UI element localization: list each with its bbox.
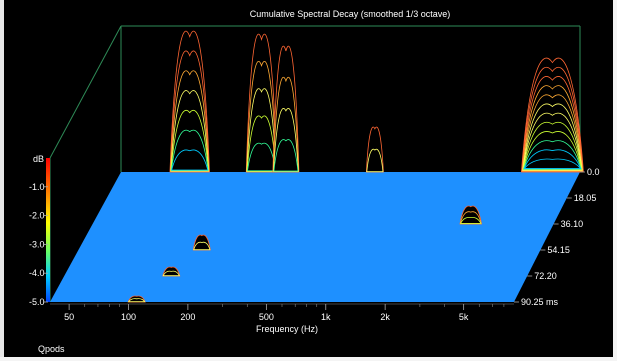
decay-contour (169, 50, 210, 173)
decay-contour (127, 298, 146, 303)
time-axis: 0.0 18.05 36.10 54.15 72.20 90.25 ms (514, 167, 600, 307)
time-tick-label: 72.20 (534, 271, 557, 281)
decay-peak (520, 57, 584, 173)
decay-peak (127, 295, 146, 303)
time-tick-label: 0.0 (587, 167, 600, 177)
db-tick-label: -4.0 (29, 268, 45, 278)
decay-contour (127, 295, 146, 303)
x-tick-label: 500 (259, 312, 274, 322)
frequency-axis: 50 100 200 500 1k 2k 5k (50, 303, 514, 322)
decay-contour (522, 131, 582, 170)
x-axis-label: Frequency (Hz) (256, 324, 318, 334)
decay-contour (521, 76, 584, 172)
db-tick-label: -3.0 (29, 239, 45, 249)
decay-contour (523, 140, 582, 170)
decay-contour (170, 70, 210, 172)
footer-label: Qpods (38, 344, 65, 354)
colorbar (46, 158, 50, 302)
db-axis-label: dB (33, 154, 44, 164)
db-tick-label: -5.0 (29, 297, 45, 307)
decay-contour (522, 94, 583, 172)
time-tick-label: 18.05 (574, 193, 597, 203)
decay-peak (192, 234, 211, 251)
peak-silhouette (272, 46, 299, 173)
decay-peaks (127, 30, 584, 303)
frame-border-left (0, 0, 4, 361)
decay-contour (272, 76, 300, 173)
decay-contour (460, 216, 482, 224)
decay-contour (366, 148, 384, 173)
decay-contour (520, 57, 584, 173)
decay-contour (162, 270, 181, 277)
decay-contour (521, 66, 584, 173)
x-tick-label: 2k (380, 312, 390, 322)
decay-contour (522, 103, 583, 171)
db-axis: dB -1.0 -2.0 -3.0 -4.0 -5.0 (29, 154, 48, 307)
db-tick-label: -1.0 (29, 182, 45, 192)
decay-contour (273, 108, 299, 172)
peak-silhouette (459, 206, 482, 224)
peak-silhouette (246, 34, 277, 173)
decay-contour (459, 205, 482, 225)
decay-contour (170, 129, 209, 171)
decay-contour (459, 211, 482, 225)
decay-contour (245, 33, 278, 173)
x-tick-label: 5k (459, 312, 469, 322)
decay-contour (246, 61, 277, 173)
chart-title: Cumulative Spectral Decay (smoothed 1/3 … (250, 9, 451, 19)
decay-peak (245, 33, 278, 173)
decay-contour (523, 149, 582, 170)
decay-contour (272, 45, 300, 173)
peak-silhouette (169, 31, 210, 172)
decay-peak (272, 45, 300, 173)
decay-contour (522, 122, 583, 171)
decay-contour (171, 149, 209, 171)
decay-contour (170, 110, 209, 172)
time-tick-label: 90.25 ms (521, 297, 559, 307)
decay-peak (169, 30, 210, 173)
x-tick-label: 100 (121, 312, 136, 322)
decay-contour (521, 85, 584, 172)
decay-contour (192, 234, 211, 251)
decay-peak (365, 126, 384, 173)
decay-contour (522, 112, 583, 171)
frame-border-bottom (0, 357, 617, 361)
x-tick-label: 50 (64, 312, 74, 322)
left-depth-edge (49, 25, 122, 159)
decay-contour (273, 139, 299, 172)
floor-plane (50, 172, 580, 302)
db-tick-label: -2.0 (29, 211, 45, 221)
decay-contour (193, 241, 211, 251)
decay-contour (246, 88, 277, 172)
decay-contour (365, 126, 384, 173)
frame-border-right (613, 0, 617, 361)
decay-contour (169, 30, 210, 173)
x-tick-label: 200 (180, 312, 195, 322)
decay-peak (162, 266, 181, 277)
decay-contour (523, 158, 582, 169)
decay-peak (459, 205, 482, 225)
time-tick-label: 54.15 (547, 245, 570, 255)
decay-contour (170, 90, 210, 172)
x-tick-label: 1k (321, 312, 331, 322)
decay-contour (162, 266, 181, 277)
time-tick-label: 36.10 (561, 219, 584, 229)
